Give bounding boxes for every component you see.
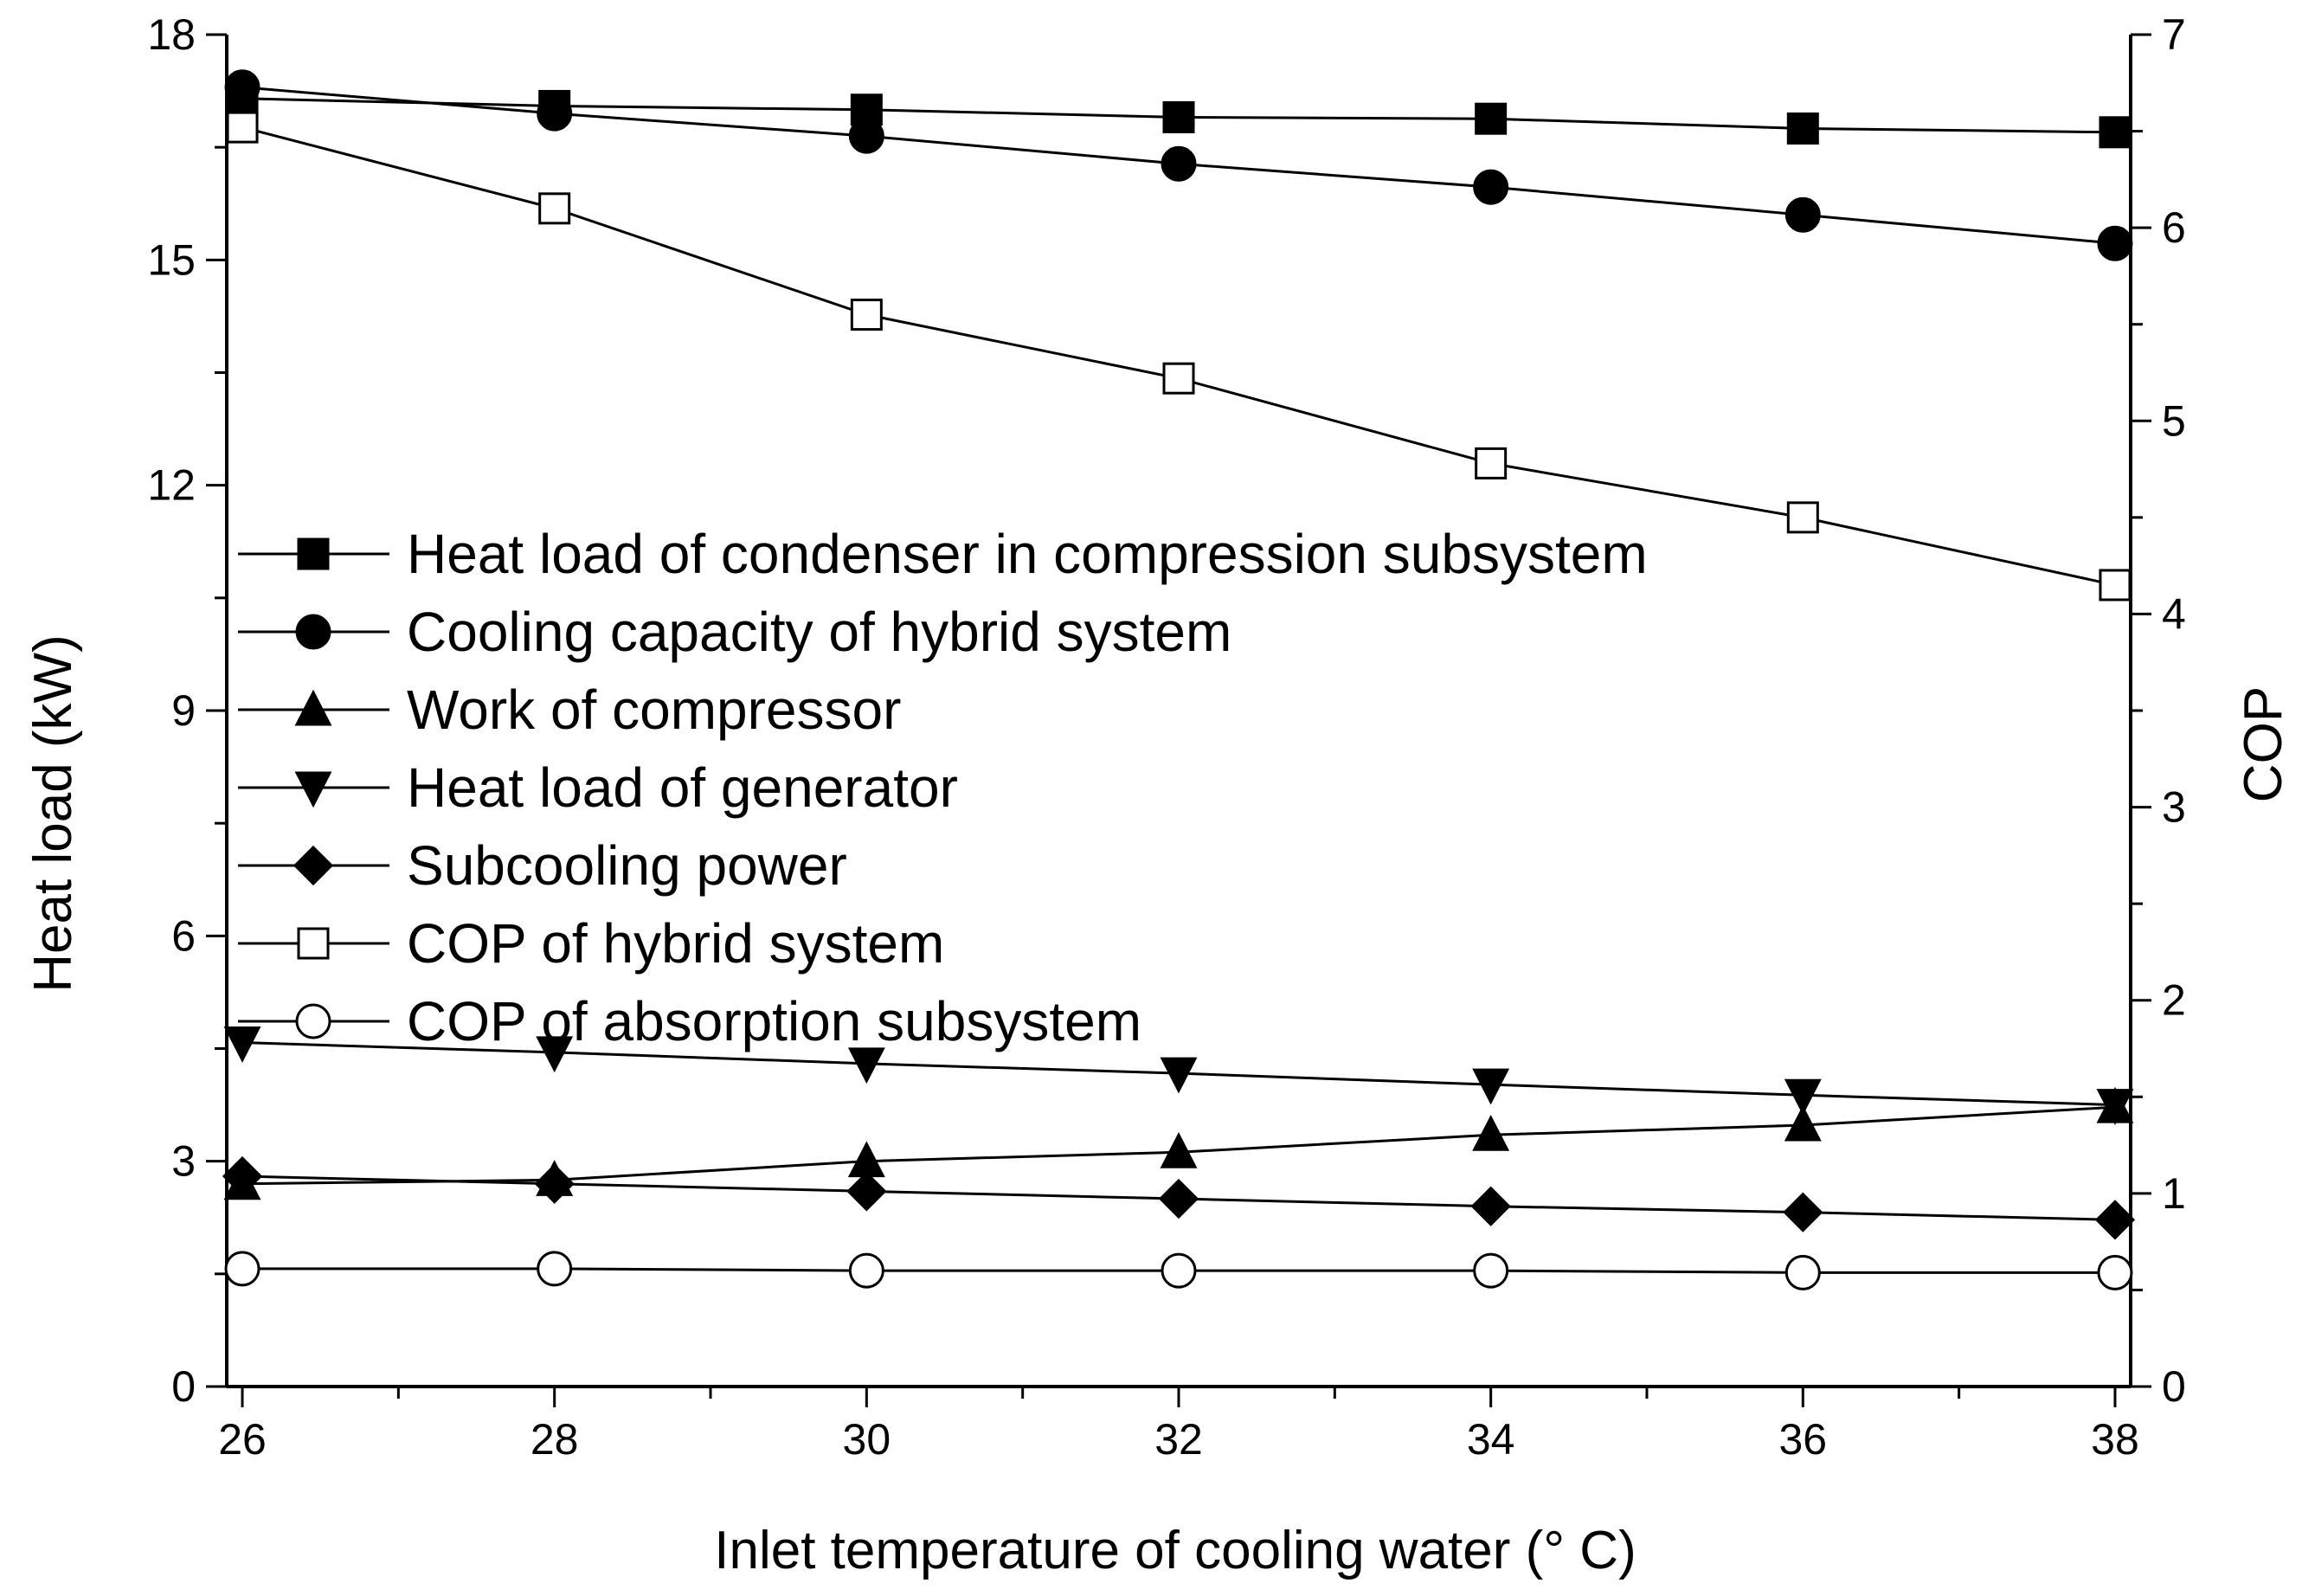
data-point	[1472, 1068, 1510, 1105]
legend-label: COP of absorption subsystem	[407, 990, 1141, 1052]
y-tick-label: 0	[171, 1362, 196, 1411]
data-point	[2094, 1200, 2136, 1240]
data-point	[1475, 447, 1508, 479]
legend-label: Heat load of condenser in compression su…	[407, 523, 1648, 585]
legend-label: Heat load of generator	[407, 756, 958, 819]
legend-marker	[295, 614, 331, 650]
x-tick-label: 28	[530, 1415, 579, 1464]
series-line	[241, 125, 2116, 587]
data-point	[1473, 1252, 1509, 1289]
data-point	[846, 1171, 887, 1212]
data-point	[2096, 1089, 2134, 1125]
y2-tick-label: 4	[2162, 589, 2186, 638]
legend-marker	[294, 771, 332, 808]
x-tick-label: 34	[1467, 1415, 1515, 1464]
data-point	[2099, 116, 2132, 149]
y-tick-label: 18	[147, 10, 196, 59]
series-6	[224, 1251, 2133, 1290]
data-point	[848, 118, 884, 154]
data-point	[2099, 569, 2132, 602]
data-point	[224, 1251, 260, 1287]
y-axis-title: Heat load (kW)	[23, 634, 83, 992]
data-point	[1786, 501, 1819, 534]
data-point	[2097, 1254, 2133, 1290]
data-point	[1784, 1254, 1821, 1290]
data-point	[850, 299, 883, 331]
data-point	[1162, 362, 1195, 395]
y2-tick-label: 1	[2162, 1169, 2186, 1218]
data-point	[848, 1252, 884, 1289]
legend-label: COP of hybrid system	[407, 912, 944, 975]
y-tick-label: 15	[147, 235, 196, 284]
data-point	[1784, 196, 1821, 233]
data-point	[223, 1026, 261, 1063]
data-point	[1786, 112, 1819, 145]
data-point	[222, 1155, 263, 1197]
legend-marker	[295, 1003, 331, 1039]
data-point	[1161, 1252, 1197, 1289]
y-tick-label: 6	[171, 911, 196, 960]
x-tick-label: 32	[1154, 1415, 1203, 1464]
legend-item: Cooling capacity of hybrid system	[238, 601, 1231, 663]
data-point	[1158, 1178, 1199, 1220]
series-layer	[222, 69, 2136, 1290]
legend-item: COP of hybrid system	[238, 912, 944, 975]
series-4	[222, 1155, 2136, 1240]
series-0	[226, 82, 2132, 149]
data-point	[224, 69, 260, 106]
data-point	[537, 1251, 573, 1287]
data-point	[537, 95, 573, 132]
data-point	[1784, 1104, 1822, 1142]
y2-tick-label: 6	[2162, 203, 2186, 252]
legend-marker	[297, 927, 330, 960]
data-point	[1784, 1078, 1822, 1116]
legend-label: Cooling capacity of hybrid system	[407, 601, 1231, 663]
y2-axis-title: COP	[2234, 686, 2293, 802]
legend-item: Subcooling power	[238, 834, 847, 897]
legend-item: Heat load of condenser in compression su…	[238, 523, 1648, 585]
y2-tick-label: 3	[2162, 783, 2186, 832]
y2-tick-label: 0	[2162, 1362, 2186, 1411]
data-point	[226, 111, 259, 144]
data-point	[1472, 1115, 1510, 1151]
data-point	[538, 192, 571, 225]
data-point	[1783, 1192, 1823, 1232]
legend-label: Work of compressor	[407, 679, 901, 741]
legend-item: Heat load of generator	[238, 756, 958, 819]
data-point	[1161, 145, 1197, 182]
data-point	[1160, 1057, 1198, 1094]
y2-tick-label: 2	[2162, 976, 2186, 1025]
series-3	[223, 1026, 2134, 1125]
x-tick-label: 38	[2091, 1415, 2139, 1464]
data-point	[1160, 1131, 1198, 1168]
x-tick-label: 26	[218, 1415, 267, 1464]
x-tick-label: 30	[843, 1415, 891, 1464]
data-point	[2097, 225, 2133, 261]
legend-item: COP of absorption subsystem	[238, 990, 1141, 1052]
y-tick-label: 12	[147, 461, 196, 510]
legend-item: Work of compressor	[238, 679, 901, 741]
legend-label: Subcooling power	[407, 834, 847, 897]
x-axis-title: Inlet temperature of cooling water (° C)	[714, 1521, 1636, 1580]
y2-tick-label: 7	[2162, 10, 2186, 59]
data-point	[1162, 100, 1195, 133]
data-point	[1470, 1186, 1511, 1226]
y-tick-label: 9	[171, 686, 196, 735]
legend-marker	[293, 845, 334, 886]
data-point	[1473, 169, 1509, 205]
legend-marker	[294, 689, 332, 726]
y2-tick-label: 5	[2162, 396, 2186, 445]
legend-marker	[297, 537, 330, 570]
data-point	[1475, 102, 1508, 135]
y-tick-label: 3	[171, 1137, 196, 1186]
x-tick-label: 36	[1778, 1415, 1827, 1464]
data-point	[536, 1036, 574, 1073]
data-point	[534, 1163, 575, 1204]
data-point	[847, 1047, 885, 1084]
series-1	[224, 69, 2133, 261]
legend: Heat load of condenser in compression su…	[238, 523, 1648, 1052]
series-5	[226, 111, 2132, 602]
